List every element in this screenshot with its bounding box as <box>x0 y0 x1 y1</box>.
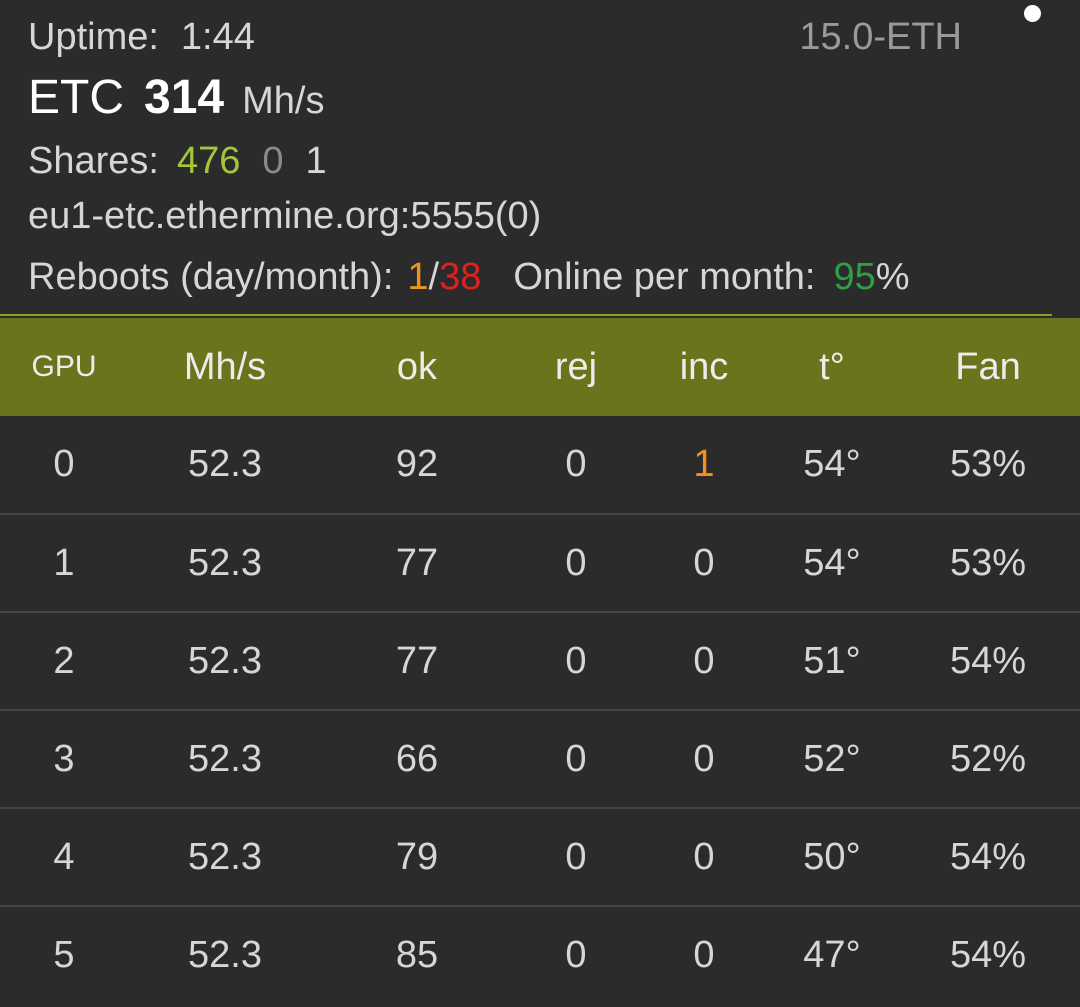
gpu-inc-shares: 0 <box>693 639 715 682</box>
uptime-value: 1:44 <box>180 16 255 58</box>
gpu-index: 2 <box>53 639 75 682</box>
shares-row: Shares: 476 0 1 <box>28 140 327 183</box>
gpu-rej-shares: 0 <box>565 737 587 780</box>
reboots-day: 1 <box>407 256 429 298</box>
table-row[interactable]: 2 52.3 77 0 0 51° 54% <box>0 612 1080 710</box>
divider <box>0 314 1052 316</box>
gpu-fan: 54% <box>949 934 1027 976</box>
shares-invalid: 1 <box>305 140 327 182</box>
reboots-separator: / <box>428 256 440 298</box>
gpu-rej-shares: 0 <box>565 639 587 682</box>
gpu-fan: 52% <box>949 737 1027 780</box>
shares-label: Shares: <box>28 140 159 182</box>
gpu-rej-shares: 0 <box>565 541 587 584</box>
gpu-ok-shares: 92 <box>395 443 439 485</box>
rig-info-panel: Uptime: 1:44 15.0-ETH ETC 314 Mh/s Shares: 4… <box>0 0 1080 316</box>
gpu-index: 3 <box>53 737 75 780</box>
column-header-ok: ok <box>396 345 438 388</box>
gpu-ok-shares: 85 <box>395 934 439 976</box>
gpu-temperature: 51° <box>803 639 861 682</box>
table-header-row: GPU Mh/s ok rej inc t° Fan <box>0 318 1080 416</box>
gpu-fan: 54% <box>949 835 1027 878</box>
gpu-index: 5 <box>53 934 75 976</box>
gpu-ok-shares: 77 <box>395 541 439 584</box>
gpu-index: 1 <box>53 541 75 584</box>
reboots-row: Reboots (day/month): 1/38 Online per month… <box>28 256 910 299</box>
gpu-inc-shares: 0 <box>693 737 715 780</box>
column-header-rej: rej <box>554 345 598 388</box>
gpu-hashrate: 52.3 <box>188 934 262 976</box>
miner-version: 15.0-ETH <box>799 16 962 58</box>
pool-address: eu1-etc.ethermine.org:5555(0) <box>28 195 542 237</box>
column-header-hashrate: Mh/s <box>183 345 267 388</box>
column-header-fan: Fan <box>955 345 1021 388</box>
gpu-inc-shares: 0 <box>693 934 715 976</box>
shares-rejected: 0 <box>262 140 284 182</box>
gpu-hashrate: 52.3 <box>188 639 262 682</box>
gpu-hashrate: 52.3 <box>188 443 262 485</box>
gpu-table: GPU Mh/s ok rej inc t° Fan 0 52.3 92 0 1… <box>0 318 1080 1004</box>
online-label: Online per month: <box>513 256 816 298</box>
gpu-rej-shares: 0 <box>565 835 587 878</box>
shares-accepted: 476 <box>176 140 241 182</box>
table-row[interactable]: 1 52.3 77 0 0 54° 53% <box>0 514 1080 612</box>
table-row[interactable]: 0 52.3 92 0 1 54° 53% <box>0 416 1080 514</box>
online-value: 95 <box>833 256 876 298</box>
gpu-hashrate: 52.3 <box>188 835 262 878</box>
coin-name: ETC <box>28 71 124 124</box>
gpu-temperature: 52° <box>803 737 861 780</box>
gpu-index: 4 <box>53 835 75 878</box>
reboots-label: Reboots (day/month): <box>28 256 394 298</box>
gpu-rej-shares: 0 <box>565 934 587 976</box>
gpu-ok-shares: 77 <box>395 639 439 682</box>
gpu-hashrate: 52.3 <box>188 737 262 780</box>
gpu-fan: 53% <box>949 541 1027 584</box>
gpu-inc-shares: 0 <box>693 835 715 878</box>
uptime-label: Uptime: <box>28 16 159 58</box>
status-dot-icon <box>1024 5 1041 22</box>
reboots-month: 38 <box>439 256 482 298</box>
gpu-temperature: 54° <box>803 541 861 584</box>
gpu-hashrate: 52.3 <box>188 541 262 584</box>
total-hashrate: 314 <box>144 71 225 124</box>
gpu-inc-shares: 0 <box>693 541 715 584</box>
gpu-fan: 53% <box>949 443 1027 485</box>
column-header-gpu: GPU <box>31 350 97 383</box>
gpu-temperature: 47° <box>803 934 861 976</box>
uptime-row: Uptime: 1:44 <box>28 16 255 59</box>
table-row[interactable]: 3 52.3 66 0 0 52° 52% <box>0 710 1080 808</box>
gpu-ok-shares: 79 <box>395 835 439 878</box>
gpu-temperature: 54° <box>803 443 861 485</box>
gpu-fan: 54% <box>949 639 1027 682</box>
table-row[interactable]: 5 52.3 85 0 0 47° 54% <box>0 906 1080 1004</box>
gpu-inc-shares: 1 <box>693 443 715 485</box>
gpu-rej-shares: 0 <box>565 443 587 485</box>
hashrate-row: ETC 314 Mh/s <box>28 70 324 125</box>
gpu-index: 0 <box>53 443 75 485</box>
gpu-temperature: 50° <box>803 835 861 878</box>
gpu-ok-shares: 66 <box>395 737 439 780</box>
column-header-inc: inc <box>679 345 729 388</box>
column-header-temp: t° <box>819 345 845 388</box>
table-row[interactable]: 4 52.3 79 0 0 50° 54% <box>0 808 1080 906</box>
hashrate-unit: Mh/s <box>242 80 325 122</box>
online-unit: % <box>875 256 910 298</box>
